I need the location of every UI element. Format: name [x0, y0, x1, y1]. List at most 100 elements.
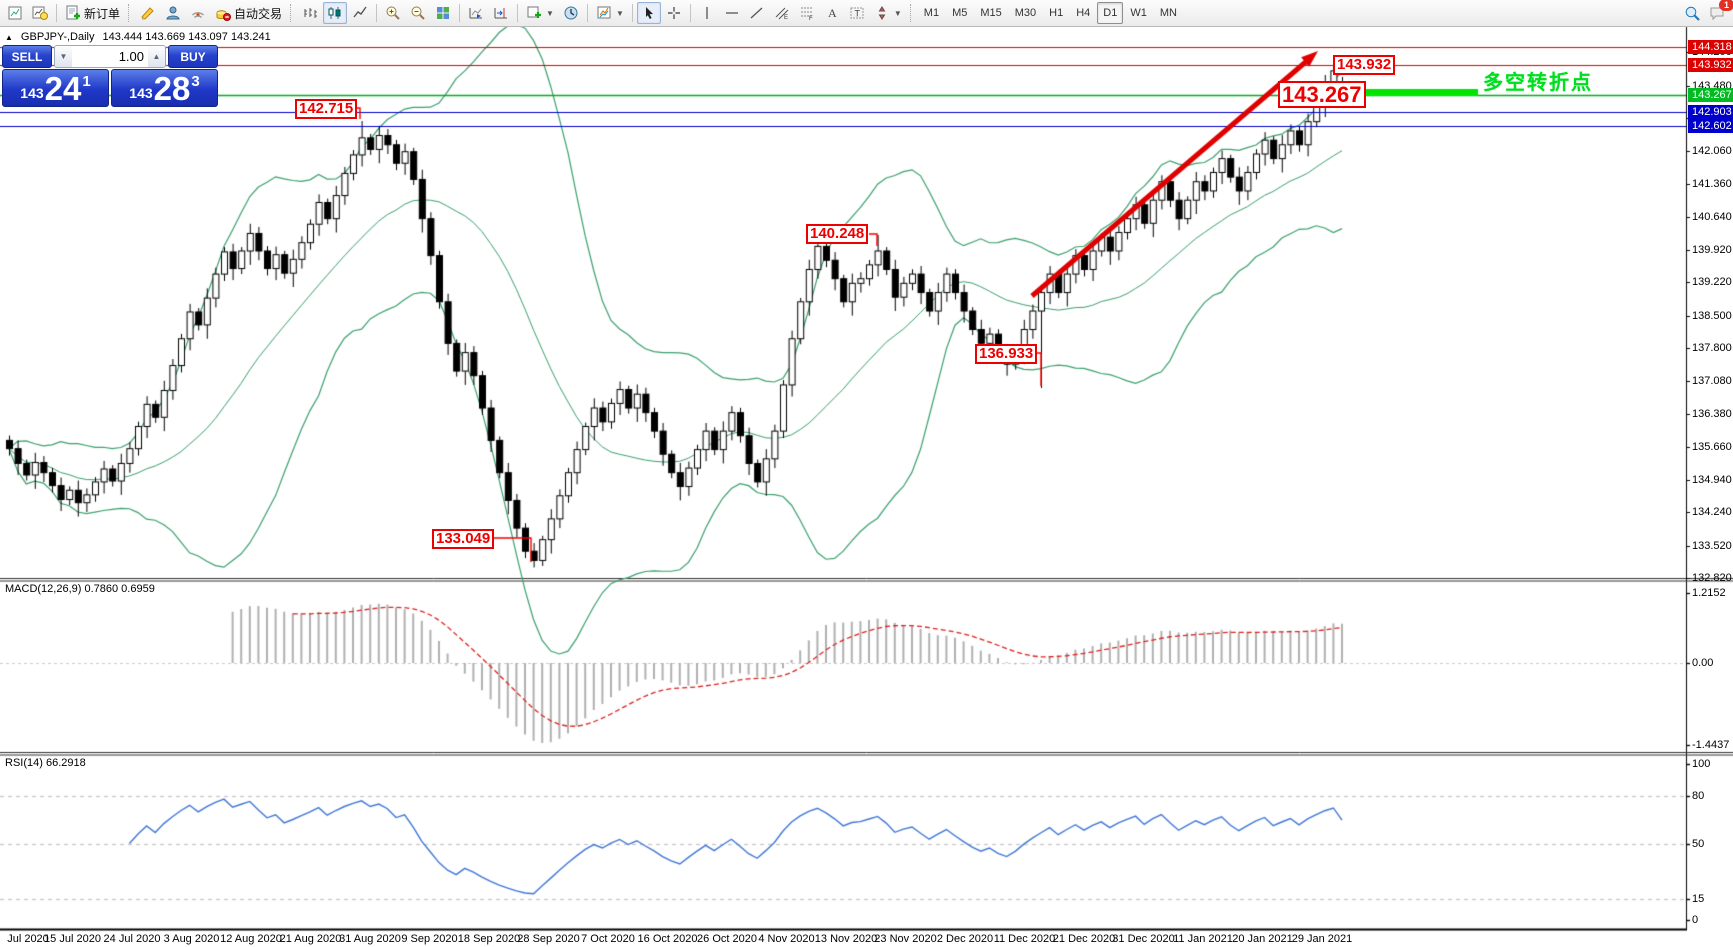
sell-button[interactable]: SELL [2, 45, 52, 68]
volume-increase-button[interactable]: ▲ [148, 46, 165, 67]
new-chart-button[interactable] [3, 2, 27, 24]
candle-chart-button[interactable] [323, 2, 348, 24]
price-line-tag: 142.602 [1688, 119, 1733, 134]
toolbar-separator [56, 4, 57, 22]
text-button[interactable]: A [820, 2, 844, 24]
date-axis-label: 11 Jan 2021 [1173, 933, 1233, 945]
timeframe-w1-button[interactable]: W1 [1130, 7, 1147, 19]
date-axis-label: 4 Nov 2020 [758, 933, 815, 945]
bid-point: 1 [82, 73, 91, 90]
community-button[interactable] [161, 2, 185, 24]
hline-button[interactable] [720, 2, 744, 24]
text-icon: A [824, 5, 840, 21]
price-axis-tick: 134.240 [1692, 506, 1732, 519]
timeframe-m15-button[interactable]: M15 [980, 7, 1002, 19]
zoom-in-button[interactable] [381, 2, 405, 24]
date-axis-label: 23 Nov 2020 [874, 933, 937, 945]
price-annotation-box[interactable]: 143.267 [1278, 81, 1366, 109]
price-axis-tick: 142.060 [1692, 145, 1732, 158]
toolbar-separator [459, 4, 461, 22]
turning-point-note[interactable]: 多空转折点 [1483, 72, 1593, 94]
price-annotation-box[interactable]: 140.248 [806, 224, 869, 244]
rsi-axis-tick: 15 [1692, 893, 1705, 906]
shapes-icon [874, 5, 890, 21]
price-annotation-box[interactable]: 136.933 [975, 344, 1038, 364]
channel-button[interactable]: E [770, 2, 794, 24]
price-axis-tick: 137.800 [1692, 341, 1732, 354]
timeframe-m5-button[interactable]: M5 [952, 7, 968, 19]
trendline-button[interactable] [745, 2, 769, 24]
timeframe-mn-button[interactable]: MN [1159, 7, 1177, 19]
price-axis-tick: 138.500 [1692, 309, 1732, 322]
price-line-tag: 142.903 [1688, 105, 1733, 120]
price-axis-tick: 134.940 [1692, 474, 1732, 487]
auto-scroll-button[interactable] [464, 2, 488, 24]
buy-button[interactable]: BUY [168, 45, 218, 68]
templates-button[interactable]: ▼ [592, 2, 628, 24]
auto-trading-label: 自动交易 [234, 6, 283, 21]
date-axis-label: 26 Oct 2020 [697, 933, 757, 945]
new-order-label: 新订单 [84, 6, 121, 21]
date-axis-label: 18 Sep 2020 [457, 933, 521, 945]
zoom-out-icon [410, 5, 426, 21]
timeframe-h1-button[interactable]: H1 [1049, 7, 1064, 19]
signals-button[interactable] [186, 2, 210, 24]
bar-chart-button[interactable] [298, 2, 322, 24]
svg-text:T: T [854, 9, 860, 19]
date-axis-label: 28 Sep 2020 [517, 933, 580, 945]
line-chart-button[interactable] [348, 2, 372, 24]
zoom-out-button[interactable] [406, 2, 430, 24]
label-button[interactable]: T [845, 2, 869, 24]
macd-axis-tick: 1.2152 [1692, 587, 1726, 599]
hline-icon [724, 5, 740, 21]
price-axis-tick: 141.360 [1692, 177, 1732, 190]
timeframe-m30-button[interactable]: M30 [1014, 7, 1037, 19]
dropdown-caret-icon: ▼ [893, 8, 902, 18]
macd-axis-tick: -1.4437 [1692, 739, 1730, 751]
signals-icon [190, 5, 206, 21]
label-icon: T [849, 5, 865, 21]
vline-button[interactable] [695, 2, 719, 24]
cursor-icon [641, 5, 657, 21]
one-click-trade-panel: SELL ▼ ▲ BUY 143 24 1 143 28 3 [2, 45, 218, 107]
auto-trading-button[interactable]: 自动交易 [211, 2, 286, 24]
add-chart-icon [526, 5, 542, 21]
price-annotation-box[interactable]: 133.049 [432, 529, 495, 549]
styler-button[interactable] [136, 2, 160, 24]
macd-label: MACD(12,26,9) 0.7860 0.6959 [5, 583, 155, 595]
zoom-in-icon [385, 5, 401, 21]
date-axis-label: 21 Dec 2020 [1052, 933, 1116, 945]
tile-windows-button[interactable] [431, 2, 455, 24]
volume-input[interactable] [72, 46, 148, 67]
new-order-button[interactable]: 新订单 [61, 2, 124, 24]
notifications-button[interactable]: 1 [1705, 0, 1733, 24]
bid-quote-button[interactable]: 143 24 1 [2, 69, 109, 107]
ask-quote-button[interactable]: 143 28 3 [111, 69, 218, 107]
rsi-axis-tick: 50 [1692, 837, 1705, 850]
tick-chart-button[interactable] [28, 2, 52, 24]
crosshair-button[interactable] [662, 2, 686, 24]
timeframe-h4-button[interactable]: H4 [1076, 7, 1091, 19]
date-axis-label: 11 Dec 2020 [993, 933, 1056, 945]
chart-shift-icon [493, 5, 509, 21]
timeframe-d1-button[interactable]: D1 [1097, 2, 1124, 24]
svg-text:E: E [784, 15, 788, 21]
timeframe-m1-button[interactable]: M1 [923, 7, 940, 19]
chart-shift-button[interactable] [489, 2, 513, 24]
fibonacci-button[interactable]: F [795, 2, 819, 24]
toolbar-grip [290, 4, 294, 22]
date-axis-label: 12 Aug 2020 [220, 933, 282, 945]
shapes-button[interactable]: ▼ [870, 2, 906, 24]
rsi-axis-tick: 80 [1692, 789, 1705, 802]
search-button[interactable] [1680, 2, 1705, 24]
toolbar-separator [376, 4, 378, 22]
ask-pips: 28 [153, 70, 191, 107]
cursor-button[interactable] [636, 2, 661, 24]
refresh-button[interactable] [559, 2, 583, 24]
price-annotation-box[interactable]: 142.715 [295, 99, 358, 119]
price-annotation-box[interactable]: 143.932 [1333, 55, 1396, 75]
add-chart-button[interactable]: ▼ [522, 2, 558, 24]
volume-decrease-button[interactable]: ▼ [55, 46, 72, 67]
price-axis-tick: 133.520 [1692, 539, 1732, 552]
